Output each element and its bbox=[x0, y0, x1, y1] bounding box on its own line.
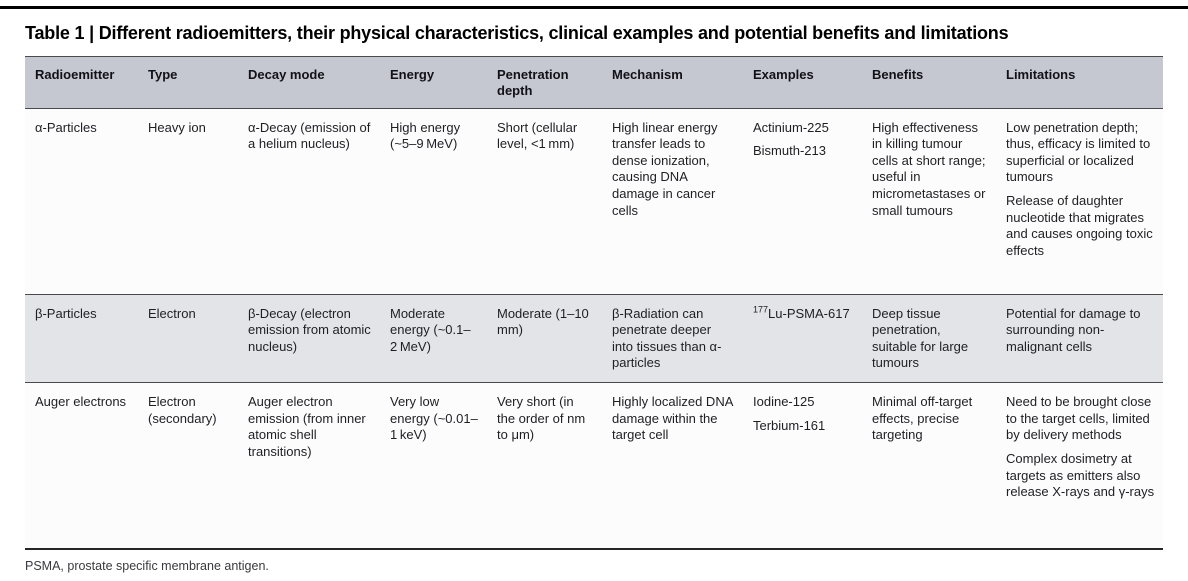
cell-radioemitter: α-Particles bbox=[35, 119, 97, 135]
cell-penetration-depth: Very short (in the order of nm to μm) bbox=[497, 394, 586, 443]
isotope-mass-superscript: 177 bbox=[753, 304, 769, 315]
cell-benefits: High effectiveness in killing tumour cel… bbox=[862, 108, 996, 294]
benefit-item: High effectiveness in killing tumour cel… bbox=[872, 119, 986, 218]
col-header-decay-mode: Decay mode bbox=[238, 56, 380, 108]
cell-benefits: Deep tissue penetration, suitable for la… bbox=[862, 294, 996, 383]
table-title: Table 1 | Different radioemitters, their… bbox=[25, 23, 1009, 43]
cell-examples: Actinium-225 Bismuth-213 bbox=[743, 108, 862, 294]
limitation-item: Complex dosimetry at targets as emitters… bbox=[1006, 450, 1155, 500]
cell-type: Heavy ion bbox=[148, 119, 206, 135]
cell-radioemitter: Auger electrons bbox=[35, 394, 127, 409]
limitation-item: Potential for damage to surrounding non-… bbox=[1006, 305, 1141, 354]
cell-mechanism: β-Radiation can penetrate deeper into ti… bbox=[612, 305, 722, 371]
top-rule-divider bbox=[0, 6, 1188, 9]
cell-limitations: Need to be brought close to the target c… bbox=[996, 383, 1163, 549]
cell-type: Electron bbox=[148, 305, 196, 321]
row-beta-particles: β-Particles Electron β-Decay (electron e… bbox=[25, 294, 1163, 383]
cell-energy: Very low energy (~0.01–1 keV) bbox=[390, 394, 478, 443]
limitation-item: Release of daughter nucleotide that migr… bbox=[1006, 193, 1153, 258]
example-item: Actinium-225 bbox=[753, 119, 829, 135]
header-row: Radioemitter Type Decay mode Energy Pene… bbox=[25, 56, 1163, 108]
cell-radioemitter: β-Particles bbox=[35, 305, 97, 321]
cell-penetration-depth: Short (cellular level, <1 mm) bbox=[497, 119, 578, 152]
cell-penetration-depth: Moderate (1–10 mm) bbox=[497, 305, 592, 338]
col-header-limitations: Limitations bbox=[996, 56, 1163, 108]
example-item: Iodine-125 bbox=[753, 394, 815, 409]
col-header-mechanism: Mechanism bbox=[602, 56, 743, 108]
cell-decay-mode: Auger electron emission (from inner atom… bbox=[248, 394, 366, 459]
col-header-examples: Examples bbox=[743, 56, 862, 108]
cell-energy: High energy (~5–9 MeV) bbox=[390, 119, 461, 152]
col-header-penetration-depth: Penetration depth bbox=[487, 56, 602, 108]
cell-mechanism: Highly localized DNA damage within the t… bbox=[612, 394, 733, 443]
footnote: PSMA, prostate specific membrane antigen… bbox=[25, 558, 269, 573]
cell-limitations: Potential for damage to surrounding non-… bbox=[996, 294, 1163, 383]
col-header-radioemitter: Radioemitter bbox=[25, 56, 138, 108]
limitation-item: Low penetration depth; thus, efficacy is… bbox=[1006, 119, 1151, 185]
limitation-item: Need to be brought close to the target c… bbox=[1006, 394, 1152, 443]
cell-decay-mode: α-Decay (emission of a helium nucleus) bbox=[248, 119, 371, 152]
cell-limitations: Low penetration depth; thus, efficacy is… bbox=[996, 108, 1163, 294]
example-item: Bismuth-213 bbox=[753, 143, 826, 159]
row-auger-electrons: Auger electrons Electron (secondary) Aug… bbox=[25, 382, 1163, 549]
example-item: 177Lu-PSMA-617 bbox=[753, 304, 854, 323]
col-header-benefits: Benefits bbox=[862, 56, 996, 108]
row-alpha-particles: α-Particles Heavy ion α-Decay (emission … bbox=[25, 108, 1163, 294]
cell-examples: 177Lu-PSMA-617 bbox=[743, 294, 862, 383]
cell-decay-mode: β-Decay (electron emission from atomic n… bbox=[248, 305, 371, 354]
cell-mechanism: High linear energy transfer leads to den… bbox=[612, 119, 718, 218]
isotope-name: Lu-PSMA-617 bbox=[768, 305, 850, 321]
benefit-item: Minimal off-target effects, precise targ… bbox=[872, 394, 973, 443]
cell-benefits: Minimal off-target effects, precise targ… bbox=[862, 383, 996, 549]
table-figure: Table 1 | Different radioemitters, their… bbox=[0, 6, 1188, 581]
cell-examples: Iodine-125 Terbium-161 bbox=[743, 383, 862, 549]
col-header-type: Type bbox=[138, 56, 238, 108]
col-header-energy: Energy bbox=[380, 56, 487, 108]
cell-energy: Moderate energy (~0.1–2 MeV) bbox=[390, 305, 471, 354]
cell-type: Electron (secondary) bbox=[148, 394, 217, 426]
benefit-item: Deep tissue penetration, suitable for la… bbox=[872, 305, 969, 371]
example-item: Terbium-161 bbox=[753, 417, 826, 433]
radioemitters-table: Radioemitter Type Decay mode Energy Pene… bbox=[25, 56, 1163, 550]
